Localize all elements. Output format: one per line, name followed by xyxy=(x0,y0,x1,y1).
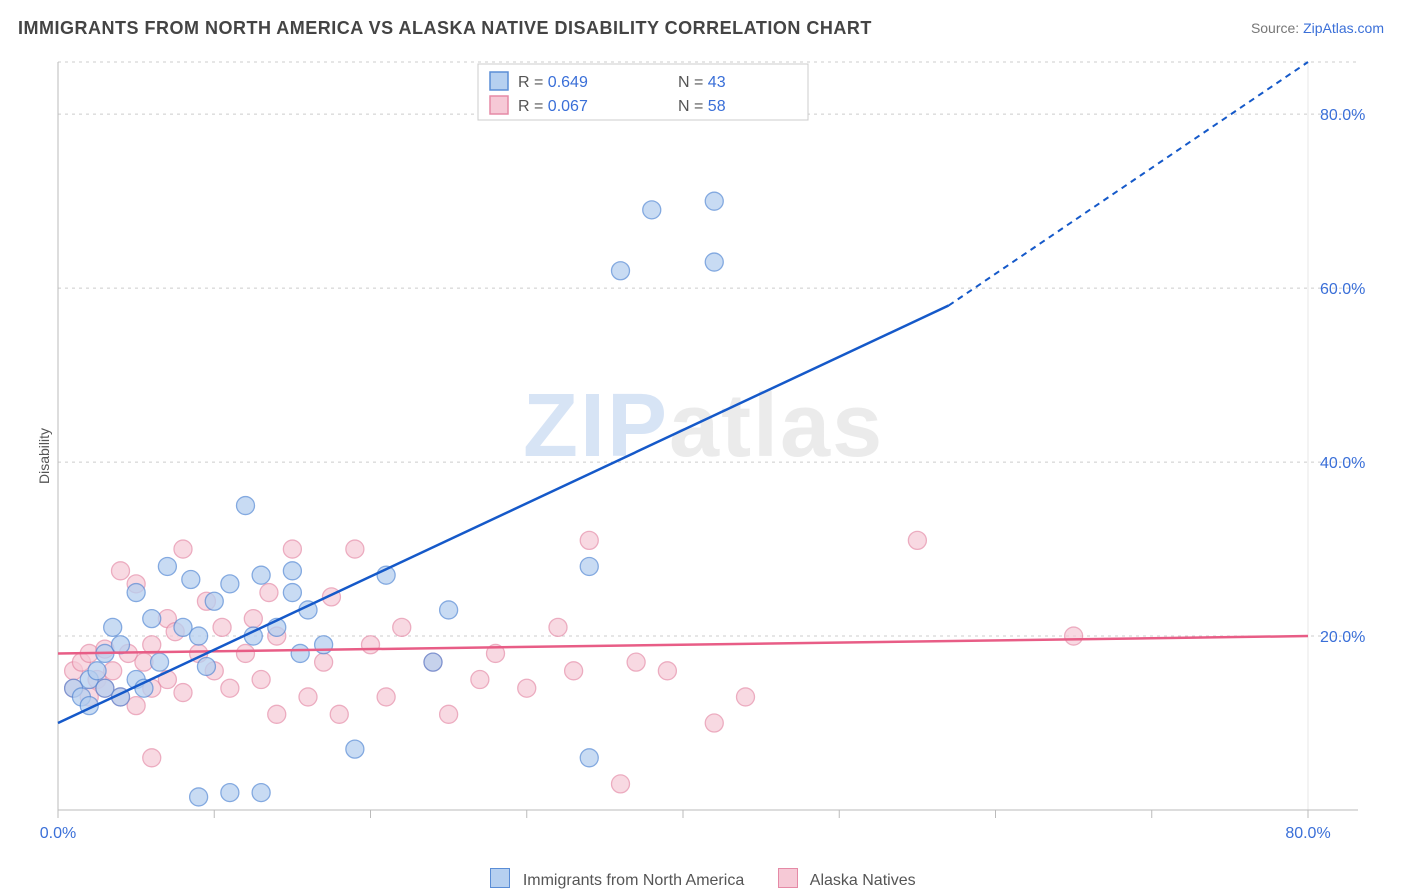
svg-text:20.0%: 20.0% xyxy=(1320,629,1365,646)
legend-swatch-pink xyxy=(778,868,798,888)
svg-text:60.0%: 60.0% xyxy=(1320,281,1365,298)
svg-text:N = 43: N = 43 xyxy=(678,74,726,91)
source-attribution: Source: ZipAtlas.com xyxy=(1251,20,1384,36)
chart-title: IMMIGRANTS FROM NORTH AMERICA VS ALASKA … xyxy=(18,18,872,39)
svg-text:80.0%: 80.0% xyxy=(1285,825,1330,842)
scatter-chart-svg: 0.0% 80.0% 20.0% 40.0% 60.0% 80.0% ZIPatlas R =… xyxy=(18,50,1388,862)
bottom-legend: Immigrants from North America Alaska Nat… xyxy=(0,868,1406,890)
svg-text:40.0%: 40.0% xyxy=(1320,455,1365,472)
svg-text:R = 0.067: R = 0.067 xyxy=(518,98,588,115)
page-root: IMMIGRANTS FROM NORTH AMERICA VS ALASKA … xyxy=(0,0,1406,892)
svg-text:ZIPatlas: ZIPatlas xyxy=(523,376,884,476)
svg-text:0.0%: 0.0% xyxy=(40,825,76,842)
source-label: Source: xyxy=(1251,20,1299,36)
svg-text:80.0%: 80.0% xyxy=(1320,107,1365,124)
svg-text:R = 0.649: R = 0.649 xyxy=(518,74,588,91)
source-link[interactable]: ZipAtlas.com xyxy=(1303,20,1384,36)
legend-label-pink: Alaska Natives xyxy=(810,872,916,889)
y-axis-label: Disability xyxy=(36,428,52,484)
svg-text:N = 58: N = 58 xyxy=(678,98,726,115)
legend-item-blue: Immigrants from North America xyxy=(490,868,744,890)
chart-area: Disability 0.0% 80.0% 20.0% 40.0% 60.0% 80.0%… xyxy=(18,50,1388,862)
legend-swatch-blue xyxy=(490,868,510,888)
legend-item-pink: Alaska Natives xyxy=(778,868,915,890)
legend-label-blue: Immigrants from North America xyxy=(523,872,744,889)
